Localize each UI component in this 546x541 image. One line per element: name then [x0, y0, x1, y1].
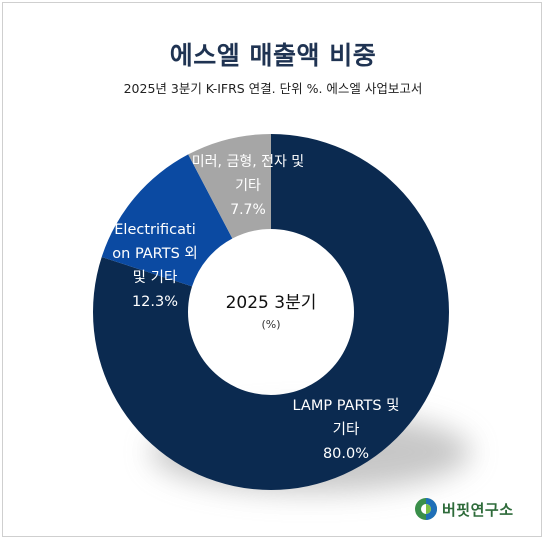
- brand-logo: 버핏연구소: [414, 495, 514, 523]
- slice-value-label: 80.0%: [323, 446, 369, 462]
- donut-slice-3: [188, 134, 271, 239]
- brand-logo-text: 버핏연구소: [442, 500, 514, 519]
- center-label: 2025 3분기: [226, 293, 317, 313]
- donut-slice-2: [101, 154, 233, 287]
- donut-slice-1: [92, 134, 449, 491]
- slice-category-label: Electrificati: [114, 222, 195, 238]
- slice-category-label: 기타: [333, 421, 360, 438]
- slice-category-label: LAMP PARTS 및: [293, 397, 400, 414]
- buffett-lab-logo-icon: [415, 498, 437, 520]
- slice-category-label: 및 기타: [133, 269, 178, 286]
- chart-title: 에스엘 매출액 비중: [169, 41, 377, 70]
- slice-value-label: 12.3%: [132, 294, 178, 310]
- slice-category-label: 기타: [235, 178, 261, 194]
- center-sublabel: (%): [261, 318, 280, 331]
- slice-category-label: 미러, 금형, 전자 및: [192, 154, 304, 170]
- chart-subtitle: 2025년 3분기 K-IFRS 연결. 단위 %. 에스엘 사업보고서: [123, 81, 423, 96]
- slice-value-label: 7.7%: [230, 202, 266, 218]
- donut-slices: [92, 134, 449, 491]
- slice-category-label: on PARTS 외: [112, 245, 197, 262]
